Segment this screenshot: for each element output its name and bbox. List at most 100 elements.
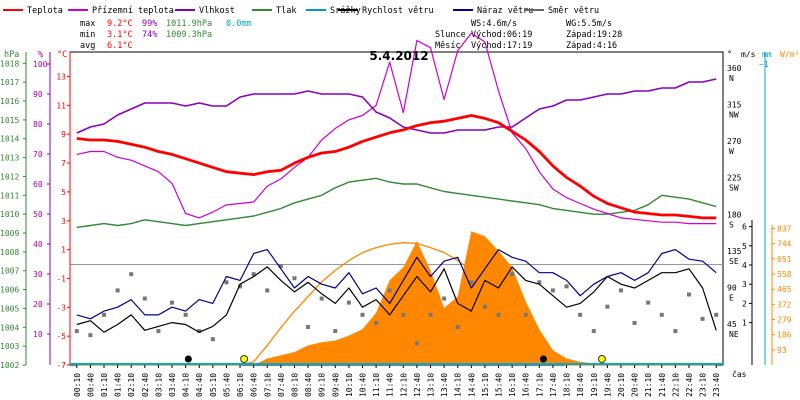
celsius-tick-label: 13 xyxy=(56,73,66,82)
wind-speed-info: WS:4.6m/s xyxy=(471,19,517,29)
percent-tick-label: 30 xyxy=(33,270,43,279)
x-tick-label: 06:10 xyxy=(236,373,245,397)
stat-min-temp: 3.1°C xyxy=(107,30,133,40)
x-tick-label: 11:40 xyxy=(386,373,395,397)
celsius-tick-label: 1 xyxy=(61,246,66,255)
temperature-line xyxy=(76,114,717,220)
celsius-tick-label: 9 xyxy=(61,130,66,139)
stat-max-press: 1011.9hPa xyxy=(166,19,212,29)
x-tick-label: 13:40 xyxy=(440,373,449,397)
x-tick-label: 09:40 xyxy=(331,373,340,397)
plot-area xyxy=(70,32,723,366)
wind-direction-point xyxy=(401,312,406,317)
celsius-tick-label: 11 xyxy=(56,101,66,110)
wm2-tick-label: 837 xyxy=(777,225,792,234)
wind-direction-point xyxy=(319,296,324,301)
mm-axis-label: mm xyxy=(762,50,772,59)
wm2-axis-label: W/m² xyxy=(780,50,799,59)
deg-tick-label: 225 xyxy=(727,174,742,183)
x-tick-label: 08:10 xyxy=(290,373,299,397)
hpa-tick-label: 1013 xyxy=(0,154,19,163)
hpa-tick-label: 1004 xyxy=(0,323,19,332)
wind-direction-point xyxy=(442,296,447,301)
percent-tick-label: 90 xyxy=(33,90,43,99)
moonrise-marker xyxy=(539,355,547,363)
wind-direction-point xyxy=(673,329,678,334)
deg-tick-dir: SW xyxy=(729,184,739,193)
wind-direction-point xyxy=(102,312,107,317)
stat-max-label: max xyxy=(80,19,95,29)
mm-tick-label: ~1 xyxy=(759,60,769,69)
x-tick-label: 12:10 xyxy=(399,373,408,397)
x-tick-label: 16:10 xyxy=(508,373,517,397)
legend-label: Směr větru xyxy=(548,6,599,16)
hpa-tick-label: 1007 xyxy=(0,267,19,276)
moon-label: Měsíc xyxy=(435,41,461,51)
hpa-tick-label: 1018 xyxy=(0,59,19,68)
legend-label: Náraz větru xyxy=(477,6,533,16)
chart-title: 5.4.2012 xyxy=(369,49,428,63)
x-tick-label: 21:10 xyxy=(644,373,653,397)
hpa-axis-label: hPa xyxy=(4,50,19,60)
deg-tick-dir: SE xyxy=(729,257,739,266)
x-tick-label: 04:10 xyxy=(182,373,191,397)
percent-tick-label: 70 xyxy=(33,150,43,159)
x-tick-label: 15:40 xyxy=(495,373,504,397)
deg-tick-dir: N xyxy=(729,74,734,83)
wind-gust-info: WG:5.5m/s xyxy=(566,19,612,29)
wind-direction-point xyxy=(591,329,596,334)
deg-tick-dir: NE xyxy=(729,330,739,339)
hpa-tick-label: 1003 xyxy=(0,342,19,351)
wind-direction-point xyxy=(170,300,175,305)
deg-tick-label: 315 xyxy=(727,101,742,110)
wind-direction-point xyxy=(523,312,528,317)
x-tick-label: 22:10 xyxy=(671,373,680,397)
wind-direction-point xyxy=(510,272,515,277)
x-tick-label: 18:10 xyxy=(563,373,572,397)
deg-tick-label: 270 xyxy=(727,137,742,146)
x-tick-label: 19:40 xyxy=(603,373,612,397)
deg-tick-label: 45 xyxy=(727,320,737,329)
x-tick-label: 03:40 xyxy=(168,373,177,397)
wind-direction-point xyxy=(197,329,202,334)
x-axis-label: čas xyxy=(732,369,747,379)
x-tick-label: 16:40 xyxy=(522,373,531,397)
wm2-tick-label: 558 xyxy=(777,270,792,279)
percent-tick-label: 40 xyxy=(33,240,43,249)
wind-direction-point xyxy=(156,329,161,334)
ms-axis-label: m/s xyxy=(741,50,756,59)
wind-direction-point xyxy=(278,264,283,269)
wind-direction-point xyxy=(115,288,120,293)
wm2-tick-label: 279 xyxy=(777,316,792,325)
wind-direction-point xyxy=(686,292,691,297)
percent-tick-label: 10 xyxy=(33,330,43,339)
legend-label: Vlhkost xyxy=(199,6,235,16)
ms-tick-label: 5 xyxy=(742,242,747,251)
celsius-tick-label: 3 xyxy=(61,217,66,226)
wind-direction-point xyxy=(360,312,365,317)
celsius-tick-label: -5 xyxy=(56,332,66,341)
deg-tick-label: 360 xyxy=(727,64,742,73)
stat-avg-temp: 6.1°C xyxy=(107,41,133,51)
ms-tick-label: 3 xyxy=(742,280,747,289)
stat-max-rain: 0.0mm xyxy=(226,19,252,29)
wm2-tick-label: 465 xyxy=(777,285,792,294)
x-tick-label: 02:40 xyxy=(141,373,150,397)
stat-avg-label: avg xyxy=(80,41,95,51)
x-tick-label: 21:40 xyxy=(658,373,667,397)
percent-tick-label: 100 xyxy=(33,60,48,69)
wind-direction-point xyxy=(455,325,460,329)
wind-direction-point xyxy=(428,312,433,317)
legend-label: Přízemní teplota xyxy=(92,6,174,16)
percent-tick-label: 50 xyxy=(33,210,43,219)
hpa-tick-label: 1016 xyxy=(0,97,19,106)
wind-direction-point xyxy=(346,300,351,305)
wm2-tick-label: 651 xyxy=(777,255,792,264)
deg-tick-dir: W xyxy=(729,147,734,156)
deg-tick-label: 135 xyxy=(727,247,742,256)
sunrise-marker xyxy=(240,355,249,363)
moonrise-info: Východ:17:19 xyxy=(471,41,532,51)
x-tick-label: 12:40 xyxy=(413,373,422,397)
x-tick-label: 19:10 xyxy=(590,373,599,397)
